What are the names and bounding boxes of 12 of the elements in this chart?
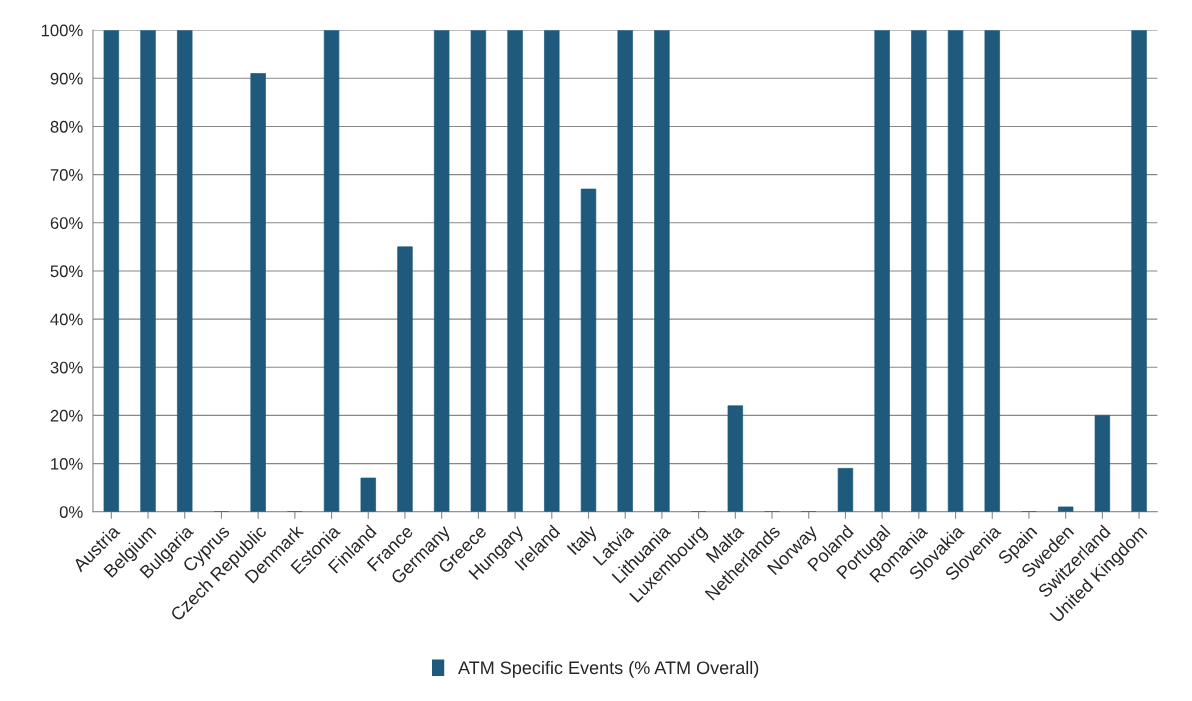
y-tick-label: 0% xyxy=(59,506,83,518)
y-tick-label: 100% xyxy=(41,24,83,37)
y-tick-label: 90% xyxy=(50,72,83,85)
y-tick-label: 70% xyxy=(50,169,83,181)
y-tick-label: 80% xyxy=(50,120,83,133)
legend-label: ATM Specific Events (% ATM Overall) xyxy=(458,660,759,678)
y-tick-label: 10% xyxy=(51,457,83,470)
y-tick-label: 60% xyxy=(50,217,83,229)
y-tick-label: 40% xyxy=(50,313,83,326)
y-tick-label: 30% xyxy=(50,361,83,374)
y-tick-label: 50% xyxy=(50,265,83,278)
y-tick-label: 20% xyxy=(50,409,83,422)
